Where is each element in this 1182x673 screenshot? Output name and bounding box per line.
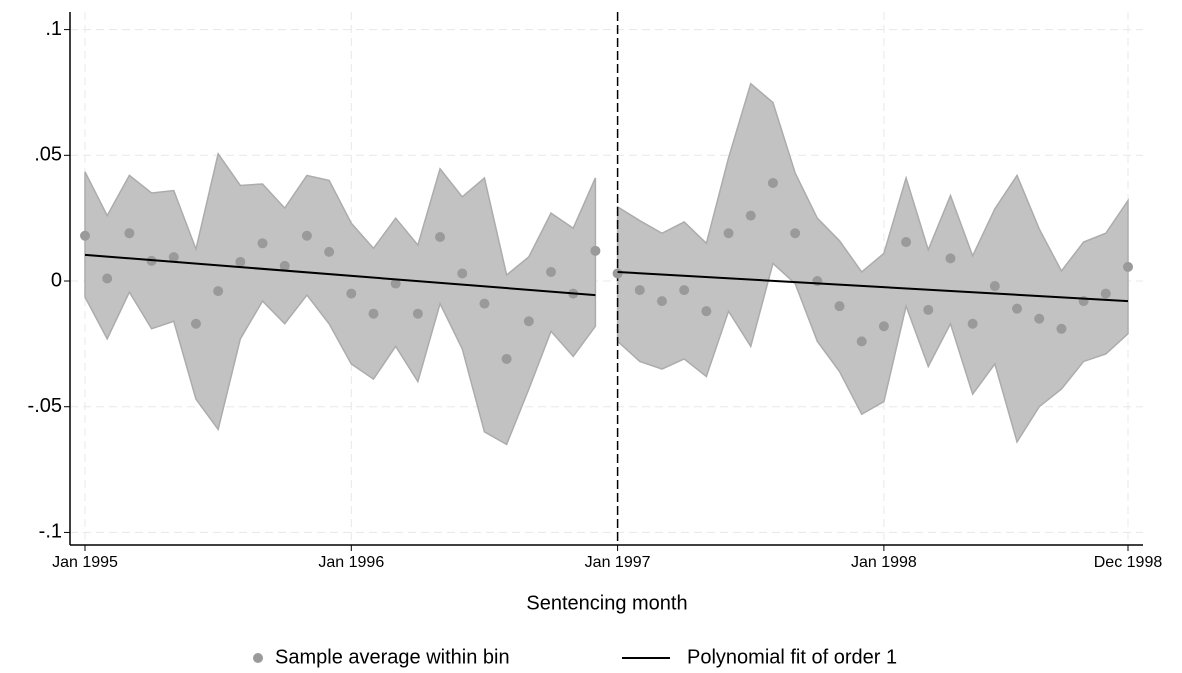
bin-average-dot (634, 285, 645, 296)
bin-average-dot (324, 246, 335, 257)
bin-average-dot (412, 308, 423, 319)
x-axis-title: Sentencing month (526, 592, 687, 614)
bin-average-dot (1034, 313, 1045, 324)
bin-average-dot (1123, 261, 1133, 272)
bin-average-dot (723, 228, 734, 239)
bin-average-dot (878, 321, 889, 332)
bin-average-dot (257, 238, 268, 249)
bin-average-dot (501, 353, 512, 364)
bin-average-dot (279, 260, 290, 271)
legend-dot (253, 653, 263, 663)
bin-average-dot (834, 301, 845, 312)
bin-average-dot (435, 232, 446, 243)
bin-average-dot (102, 273, 113, 284)
x-tick-label: Jan 1997 (585, 554, 651, 571)
bin-average-dot (124, 228, 135, 239)
x-tick-label: Jan 1995 (52, 554, 118, 571)
legend-label: Sample average within bin (275, 646, 510, 668)
bin-average-dot (767, 177, 778, 188)
y-tick-label: 0 (51, 269, 62, 291)
bin-average-dot (80, 230, 90, 241)
y-tick-label: .1 (45, 18, 62, 40)
bin-average-dot (457, 268, 468, 279)
bin-average-dot (901, 237, 912, 248)
y-tick-label: .05 (34, 144, 62, 166)
bin-average-dot (168, 252, 179, 263)
bin-average-dot (235, 256, 246, 267)
bin-average-dot (523, 316, 534, 327)
bin-average-dot (945, 253, 956, 264)
fit-line (84, 253, 596, 297)
legend-label: Polynomial fit of order 1 (687, 646, 897, 668)
bin-average-dot (701, 306, 712, 317)
bin-average-dot (368, 308, 379, 319)
bin-average-dot (856, 336, 867, 347)
x-tick-label: Dec 1998 (1094, 554, 1163, 571)
bin-average-dot (190, 318, 201, 329)
bin-average-dot (1056, 323, 1067, 334)
confidence-band (84, 151, 597, 446)
bin-average-dot (679, 285, 690, 296)
bin-average-dot (390, 278, 401, 289)
bin-average-dot (790, 228, 801, 239)
bin-average-dot (546, 266, 557, 277)
x-tick-label: Jan 1996 (318, 554, 384, 571)
bin-average-dot (590, 245, 601, 256)
bin-average-dot (1100, 288, 1111, 299)
y-tick-label: -.1 (39, 521, 62, 543)
x-tick-label: Jan 1998 (851, 554, 917, 571)
bin-average-dot (479, 298, 490, 309)
bin-average-dot (656, 296, 667, 307)
bin-average-dot (745, 210, 756, 221)
fit-line (617, 270, 1129, 303)
confidence-band (616, 82, 1129, 444)
bin-average-dot (1012, 303, 1023, 314)
bin-average-dot (923, 304, 934, 315)
bin-average-dot (301, 230, 312, 241)
bin-average-dot (213, 286, 224, 297)
y-tick-label: -.05 (28, 395, 62, 417)
bin-average-dot (612, 268, 623, 279)
bin-average-dot (346, 288, 357, 299)
bin-average-dot (989, 281, 1000, 292)
bin-average-dot (967, 318, 978, 329)
